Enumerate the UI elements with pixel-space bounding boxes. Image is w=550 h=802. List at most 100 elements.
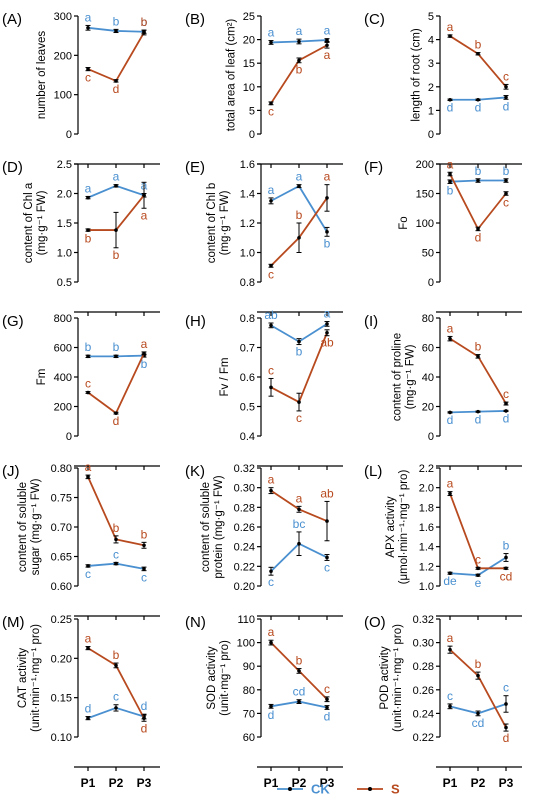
significance-letter: a xyxy=(447,20,454,34)
y-tick-label: 90 xyxy=(243,661,255,673)
data-point xyxy=(504,702,508,706)
y-tick-label: 300 xyxy=(54,11,72,23)
y-tick-label: 80 xyxy=(243,685,255,697)
significance-letter: b xyxy=(324,236,331,250)
y-tick-label: 4 xyxy=(428,35,434,47)
y-tick-label: 50 xyxy=(422,248,434,260)
panel-label: (M) xyxy=(2,614,25,631)
y-tick-label: 0.22 xyxy=(234,561,255,573)
significance-letter: b xyxy=(113,14,120,28)
significance-letter: d xyxy=(475,231,482,245)
data-point xyxy=(448,647,452,652)
significance-letter: c xyxy=(447,689,453,703)
y-tick-label: 0 xyxy=(428,431,434,443)
data-point xyxy=(269,640,273,645)
data-point xyxy=(476,409,480,414)
data-point xyxy=(114,29,118,33)
y-tick-label: 0 xyxy=(428,277,434,289)
legend-marker xyxy=(288,787,292,791)
y-axis-label: CAT activity xyxy=(17,648,29,709)
significance-letter: d xyxy=(503,412,510,426)
x-tick-label: P2 xyxy=(109,776,124,790)
data-point xyxy=(476,673,480,678)
y-tick-label: 1.8 xyxy=(419,502,434,514)
y-tick-label: 1.2 xyxy=(240,218,255,230)
panel-label: (D) xyxy=(2,159,23,176)
y-tick-label: 0.6 xyxy=(240,372,255,384)
data-point xyxy=(448,97,452,102)
data-point xyxy=(504,178,508,183)
y-tick-label: 3 xyxy=(428,58,434,70)
y-tick-label: 0.4 xyxy=(240,431,255,443)
significance-letter: b xyxy=(113,521,120,535)
y-axis-label: (mg·g⁻¹ FW) xyxy=(219,190,231,255)
data-point xyxy=(297,669,301,673)
panel-e: (E) 0.8 1.0 1.2 1.4 1.6 content of Chl b (mg·g⁻… xyxy=(185,159,343,316)
y-tick-label: 1.4 xyxy=(419,542,434,554)
y-tick-label: 150 xyxy=(416,189,434,201)
significance-letter: c xyxy=(113,690,119,704)
y-axis-label: number of leaves xyxy=(36,31,48,119)
significance-letter: c xyxy=(268,267,274,281)
significance-letter: cd xyxy=(472,716,485,730)
significance-letter: d xyxy=(324,709,331,723)
y-tick-label: 0.25 xyxy=(51,614,72,626)
y-tick-label: 40 xyxy=(422,372,434,384)
significance-letter: de xyxy=(443,574,457,588)
panel-label: (H) xyxy=(185,313,206,330)
y-tick-label: 2.0 xyxy=(419,483,434,495)
data-point xyxy=(297,507,301,512)
y-axis-label: (mg·g⁻¹ FW) xyxy=(36,190,48,255)
y-tick-label: 800 xyxy=(54,313,72,325)
panel-d: (D) 0.5 1.0 1.5 2.0 2.5 content of Chl a (mg·g⁻… xyxy=(2,159,160,316)
data-point xyxy=(297,235,301,240)
data-point xyxy=(269,40,273,45)
data-point xyxy=(448,34,452,38)
data-point xyxy=(504,725,508,730)
significance-letter: d xyxy=(503,99,510,113)
significance-letter: a xyxy=(447,321,454,335)
y-axis-label: content of Chl a xyxy=(23,182,35,263)
significance-letter: a xyxy=(113,170,120,184)
significance-letter: a xyxy=(141,337,148,351)
significance-letter: c xyxy=(475,552,481,566)
data-point xyxy=(142,30,146,35)
y-tick-label: 20 xyxy=(422,402,434,414)
y-tick-label: 80 xyxy=(422,313,434,325)
significance-letter: c xyxy=(296,411,302,425)
data-point xyxy=(86,475,90,479)
data-point xyxy=(504,555,508,560)
data-point xyxy=(448,410,452,415)
y-tick-label: 0.30 xyxy=(234,483,255,495)
data-point xyxy=(114,663,118,668)
data-point xyxy=(269,569,273,574)
significance-letter: c xyxy=(85,71,91,85)
data-point xyxy=(269,199,273,203)
data-point xyxy=(269,488,273,493)
y-tick-label: 0.32 xyxy=(413,614,434,626)
significance-letter: bc xyxy=(293,517,306,531)
y-axis-label: (μmol·min⁻¹·mg⁻¹ pro) xyxy=(398,470,410,585)
y-tick-label: 1 xyxy=(428,105,434,117)
significance-letter: cd xyxy=(293,685,306,699)
significance-letter: c xyxy=(268,363,274,377)
data-point xyxy=(504,85,508,89)
significance-letter: b xyxy=(141,15,148,29)
data-point xyxy=(325,705,329,710)
y-tick-label: 0.28 xyxy=(234,502,255,514)
significance-letter: c xyxy=(268,105,274,119)
significance-letter: c xyxy=(503,195,509,209)
data-point xyxy=(448,571,452,576)
significance-letter: d xyxy=(85,702,92,716)
y-tick-label: 0.8 xyxy=(240,277,255,289)
y-tick-label: 0.30 xyxy=(413,638,434,650)
data-point xyxy=(114,79,118,83)
significance-letter: a xyxy=(447,477,454,491)
significance-letter: a xyxy=(324,307,331,321)
y-tick-label: 20 xyxy=(243,35,255,47)
significance-letter: a xyxy=(296,170,303,184)
y-tick-label: 200 xyxy=(54,50,72,62)
y-tick-label: 10 xyxy=(243,82,255,94)
